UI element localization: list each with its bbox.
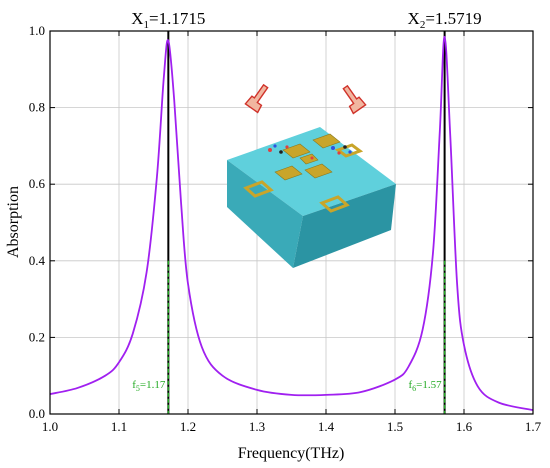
y-axis-title: Absorption: [5, 186, 22, 258]
x-tick-label: 1.0: [42, 419, 58, 434]
absorption-curve-group: [50, 35, 533, 412]
x-axis-title: Frequency(THz): [238, 445, 345, 462]
marker-labels: X1=1.1715 f5=1.17 X2=1.5719 f6=1.57: [131, 9, 481, 393]
x-tick-label: 1.1: [111, 419, 127, 434]
substrate-right-face: [293, 184, 396, 268]
x-tick-label: 1.7: [525, 419, 542, 434]
marker-lines: [167, 31, 446, 414]
metamaterial-unit-cell-illustration: [227, 83, 396, 268]
x-tick-label: 1.2: [180, 419, 196, 434]
metal-pattern: [243, 133, 364, 213]
absorption-curve: [50, 35, 533, 412]
x-tick-label: 1.5: [387, 419, 403, 434]
pointing-hand-icon-left: [244, 83, 269, 114]
peak-label: X1=1.1715: [131, 9, 205, 31]
y-tick-label: 0.0: [29, 406, 45, 421]
y-tick-label: 0.2: [29, 329, 45, 344]
x-tick-label: 1.4: [318, 419, 335, 434]
x-tick-label: 1.6: [456, 419, 473, 434]
x-tick-label: 1.3: [249, 419, 265, 434]
green-frequency-label: f6=1.57: [408, 379, 442, 393]
tick-labels: 1.0 1.1 1.2 1.3 1.4 1.5 1.6 1.7 0.0 0.2 0.4 0.6 0.8 1…: [29, 23, 542, 434]
y-tick-label: 1.0: [29, 23, 45, 38]
green-frequency-label: f5=1.17: [132, 379, 166, 393]
pointing-hand-icon-right: [342, 84, 367, 115]
y-tick-label: 0.8: [29, 100, 45, 115]
peak-label: X2=1.5719: [408, 9, 482, 31]
y-tick-label: 0.6: [29, 176, 46, 191]
plot-frame: [49, 30, 534, 415]
axis-ticks: [49, 30, 534, 415]
molecules-icon: [268, 144, 352, 160]
y-tick-label: 0.4: [29, 253, 46, 268]
